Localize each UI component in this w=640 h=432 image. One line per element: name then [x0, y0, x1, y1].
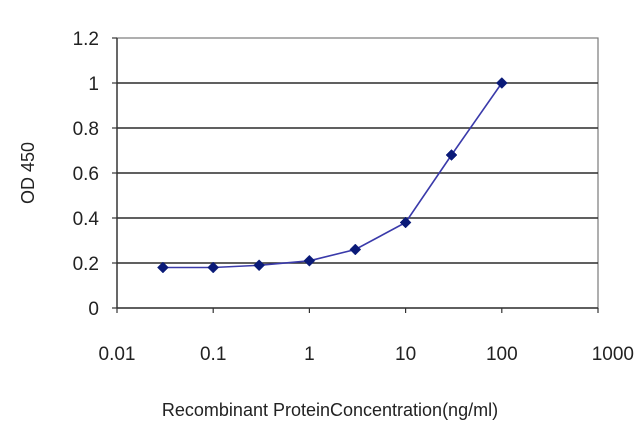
data-point-2	[253, 259, 265, 272]
y-tick-label-4: 0.8	[73, 119, 99, 140]
y-axis-title: OD 450	[18, 142, 38, 204]
x-tick-labels: 0.01 0.1 1 10 100 1000	[99, 344, 634, 365]
x-tick-label-3: 10	[395, 344, 416, 365]
x-tick-label-5: 1000	[592, 344, 634, 365]
y-tick-label-5: 1	[88, 74, 99, 95]
data-point-6	[445, 149, 458, 161]
y-tick-label-1: 0.2	[73, 254, 99, 275]
y-tick-label-2: 0.4	[73, 209, 100, 230]
y-tick-label-6: 1.2	[73, 29, 99, 50]
x-tick-label-2: 1	[304, 344, 315, 365]
series-line-0	[162, 82, 503, 269]
x-tick-label-1: 0.1	[200, 344, 226, 365]
data-point-5	[399, 216, 412, 229]
y-tick-label-0: 0	[88, 299, 99, 320]
x-tick-label-4: 100	[486, 344, 518, 365]
data-point-1	[207, 261, 220, 274]
y-tick-label-3: 0.6	[73, 164, 99, 185]
data-point-4	[349, 243, 362, 256]
data-point-3	[303, 254, 316, 267]
axes	[112, 37, 599, 313]
grid-lines	[117, 82, 598, 264]
data-point-7	[495, 77, 508, 89]
data-point-0	[157, 261, 169, 274]
y-tick-labels: 0 0.2 0.4 0.6 0.8 1 1.2	[73, 29, 100, 320]
x-axis-title: Recombinant ProteinConcentration(ng/ml)	[162, 400, 498, 420]
series	[157, 77, 508, 274]
x-tick-label-0: 0.01	[99, 344, 136, 365]
